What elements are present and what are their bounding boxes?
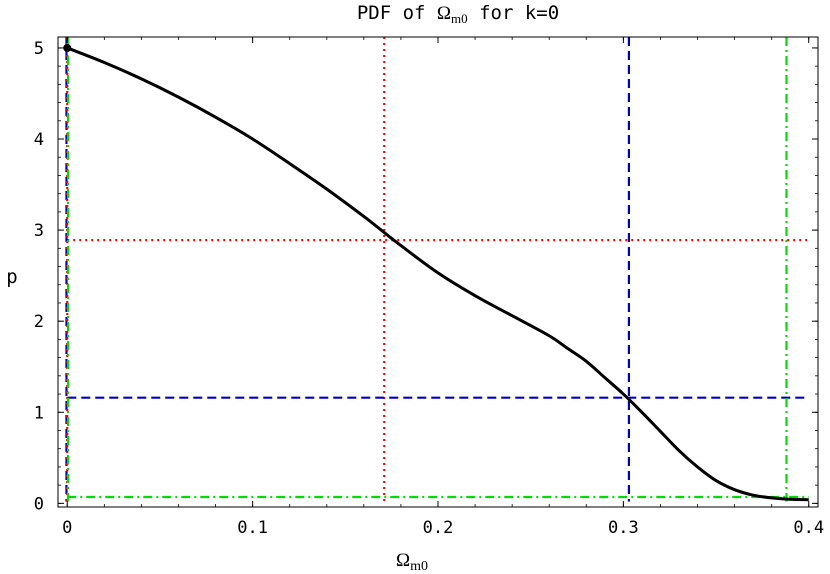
title-subscript: m0 bbox=[451, 11, 468, 26]
y-tick-label: 3 bbox=[34, 221, 44, 241]
x-tick-label: 0.2 bbox=[423, 518, 454, 538]
y-axis-ticks: 0 1 2 3 4 5 bbox=[34, 39, 818, 514]
x-axis-label-text: Ωm0 bbox=[396, 550, 428, 574]
y-tick-label: 2 bbox=[34, 312, 44, 332]
y-tick-label: 1 bbox=[34, 403, 44, 423]
y-tick-label: 0 bbox=[34, 494, 44, 514]
plot-area bbox=[63, 37, 809, 502]
title-suffix: for k=0 bbox=[468, 2, 560, 24]
x-tick-label: 0 bbox=[62, 518, 72, 538]
chart-title-text: PDF of Ωm0 for k=0 bbox=[357, 2, 559, 26]
x-tick-label: 0.1 bbox=[237, 518, 268, 538]
x-label-symbol: Ω bbox=[396, 550, 410, 571]
series-layer bbox=[66, 46, 809, 502]
reference-lines bbox=[65, 37, 809, 502]
chart-title: PDF of Ωm0 for k=0 bbox=[357, 2, 559, 26]
data-point-marker bbox=[63, 43, 72, 52]
title-prefix: PDF of bbox=[357, 2, 437, 24]
x-label-subscript: m0 bbox=[410, 559, 428, 574]
y-tick-label: 4 bbox=[34, 130, 44, 150]
y-tick-label: 5 bbox=[34, 39, 44, 59]
marker-layer bbox=[63, 43, 72, 52]
x-tick-label: 0.4 bbox=[793, 518, 824, 538]
x-axis-ticks: 0 0.1 0.2 0.3 0.4 bbox=[62, 37, 824, 538]
x-axis-label: Ωm0 bbox=[396, 550, 428, 574]
title-symbol: Ω bbox=[437, 3, 451, 24]
x-tick-label: 0.3 bbox=[608, 518, 639, 538]
y-axis-label: p bbox=[6, 266, 17, 288]
pdf-curve bbox=[66, 46, 809, 502]
